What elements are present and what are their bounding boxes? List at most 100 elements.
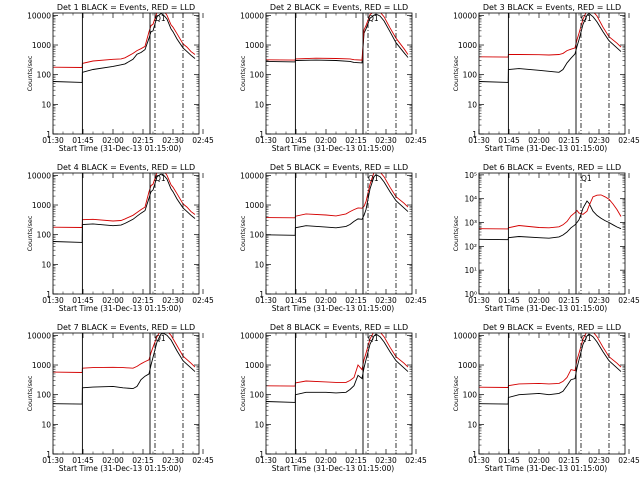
x-tick-label: 02:30 <box>588 136 610 145</box>
x-tick-label: 02:30 <box>162 136 184 145</box>
y-tick-label: 10000 <box>27 11 51 20</box>
x-tick-label: 02:30 <box>588 296 610 305</box>
y-tick-label: 10⁴ <box>464 195 477 204</box>
x-tick-label: 02:15 <box>132 296 154 305</box>
panel-title: Det 3 BLACK = Events, RED = LLD <box>483 3 621 12</box>
y-tick-label: 10000 <box>27 171 51 180</box>
x-tick-label: 01:45 <box>285 136 307 145</box>
y-axis-label: Counts/sec <box>239 375 247 411</box>
y-axis-label: Counts/sec <box>452 55 460 91</box>
x-tick-label: 02:45 <box>405 136 427 145</box>
y-axis-label: Counts/sec <box>239 215 247 251</box>
x-tick-label: 02:30 <box>588 456 610 465</box>
detector-panel-9: Det 9 BLACK = Events, RED = LLD Q1 1 10 100 1… <box>452 323 640 473</box>
y-axis-label: Counts/sec <box>452 375 460 411</box>
x-axis-label: Start Time (31-Dec-13 01:15:00) <box>485 304 607 313</box>
x-tick-label: 01:45 <box>285 456 307 465</box>
y-tick-label: 1000 <box>458 361 477 370</box>
panel-title: Det 9 BLACK = Events, RED = LLD <box>483 323 621 332</box>
x-tick-label: 02:45 <box>618 456 640 465</box>
x-tick-label: 02:15 <box>345 296 367 305</box>
x-tick-label: 02:15 <box>345 136 367 145</box>
y-axis-label: Counts/sec <box>26 55 34 91</box>
x-tick-label: 02:00 <box>315 456 337 465</box>
x-tick-label: 02:45 <box>405 296 427 305</box>
plot-frame <box>265 12 413 135</box>
x-axis-label: Start Time (31-Dec-13 01:15:00) <box>272 464 394 473</box>
x-tick-label: 02:45 <box>618 136 640 145</box>
panel-title: Det 5 BLACK = Events, RED = LLD <box>270 163 408 172</box>
detector-panel-1: Det 1 BLACK = Events, RED = LLD Q1 1 10 100 1… <box>26 3 214 153</box>
y-tick-label: 10000 <box>240 11 264 20</box>
y-tick-label: 1000 <box>458 41 477 50</box>
q1-marker: Q1 <box>155 14 166 23</box>
events-line <box>53 13 196 83</box>
x-axis-label: Start Time (31-Dec-13 01:15:00) <box>59 304 181 313</box>
q1-marker: Q1 <box>581 14 592 23</box>
y-tick-label: 1 <box>472 450 477 459</box>
panel-title: Det 1 BLACK = Events, RED = LLD <box>57 3 195 12</box>
y-tick-label: 1 <box>46 130 51 139</box>
y-tick-label: 1000 <box>245 361 264 370</box>
x-axis-label: Start Time (31-Dec-13 01:15:00) <box>272 304 394 313</box>
events-line <box>479 200 622 241</box>
plot-frame <box>478 332 626 455</box>
lld-line <box>53 13 196 68</box>
y-tick-label: 10000 <box>453 331 477 340</box>
q1-marker: Q1 <box>368 334 379 343</box>
y-tick-label: 1000 <box>32 201 51 210</box>
x-axis-label: Start Time (31-Dec-13 01:15:00) <box>272 144 394 153</box>
panel-title: Det 2 BLACK = Events, RED = LLD <box>270 3 408 12</box>
y-tick-label: 10 <box>254 420 264 429</box>
x-tick-label: 02:45 <box>618 296 640 305</box>
y-tick-label: 10000 <box>240 171 264 180</box>
x-tick-label: 01:45 <box>498 456 520 465</box>
y-tick-label: 10000 <box>27 331 51 340</box>
y-tick-label: 10 <box>254 260 264 269</box>
plot-frame <box>478 12 626 135</box>
y-tick-label: 10³ <box>464 219 477 228</box>
plot-frame <box>265 332 413 455</box>
detector-panel-3: Det 3 BLACK = Events, RED = LLD Q1 1 10 100 1… <box>452 3 640 153</box>
x-tick-label: 01:30 <box>468 136 490 145</box>
q1-marker: Q1 <box>581 334 592 343</box>
y-tick-label: 100 <box>250 231 265 240</box>
x-axis-label: Start Time (31-Dec-13 01:15:00) <box>485 144 607 153</box>
y-tick-label: 10 <box>467 420 477 429</box>
q1-marker: Q1 <box>155 174 166 183</box>
lld-line <box>479 194 622 230</box>
y-tick-label: 10 <box>41 420 51 429</box>
x-tick-label: 02:00 <box>102 456 124 465</box>
detector-panel-8: Det 8 BLACK = Events, RED = LLD Q1 1 10 100 1… <box>239 323 427 473</box>
y-tick-label: 1000 <box>245 201 264 210</box>
x-tick-label: 02:00 <box>528 296 550 305</box>
y-tick-label: 100 <box>250 391 265 400</box>
x-tick-label: 01:30 <box>42 296 64 305</box>
x-tick-label: 02:45 <box>192 456 214 465</box>
x-tick-label: 02:00 <box>102 136 124 145</box>
x-tick-label: 01:45 <box>72 296 94 305</box>
x-tick-label: 01:45 <box>285 296 307 305</box>
y-tick-label: 10 <box>467 100 477 109</box>
y-tick-label: 10000 <box>240 331 264 340</box>
plot-frame <box>478 172 626 295</box>
q1-marker: Q1 <box>155 334 166 343</box>
y-tick-label: 10000 <box>453 11 477 20</box>
x-tick-label: 02:45 <box>192 136 214 145</box>
x-tick-label: 02:15 <box>558 456 580 465</box>
x-tick-label: 02:30 <box>375 456 397 465</box>
x-tick-label: 02:45 <box>405 456 427 465</box>
x-tick-label: 02:15 <box>345 456 367 465</box>
y-tick-label: 100 <box>250 71 265 80</box>
y-tick-label: 100 <box>37 71 52 80</box>
y-tick-label: 1000 <box>245 41 264 50</box>
y-tick-label: 1000 <box>32 361 51 370</box>
x-tick-label: 01:30 <box>468 296 490 305</box>
x-tick-label: 02:00 <box>528 456 550 465</box>
x-tick-label: 02:00 <box>528 136 550 145</box>
detector-panel-5: Det 5 BLACK = Events, RED = LLD Q1 1 10 100 1… <box>239 163 427 313</box>
plot-frame <box>52 172 200 295</box>
y-tick-label: 1 <box>259 130 264 139</box>
y-tick-label: 1 <box>46 290 51 299</box>
